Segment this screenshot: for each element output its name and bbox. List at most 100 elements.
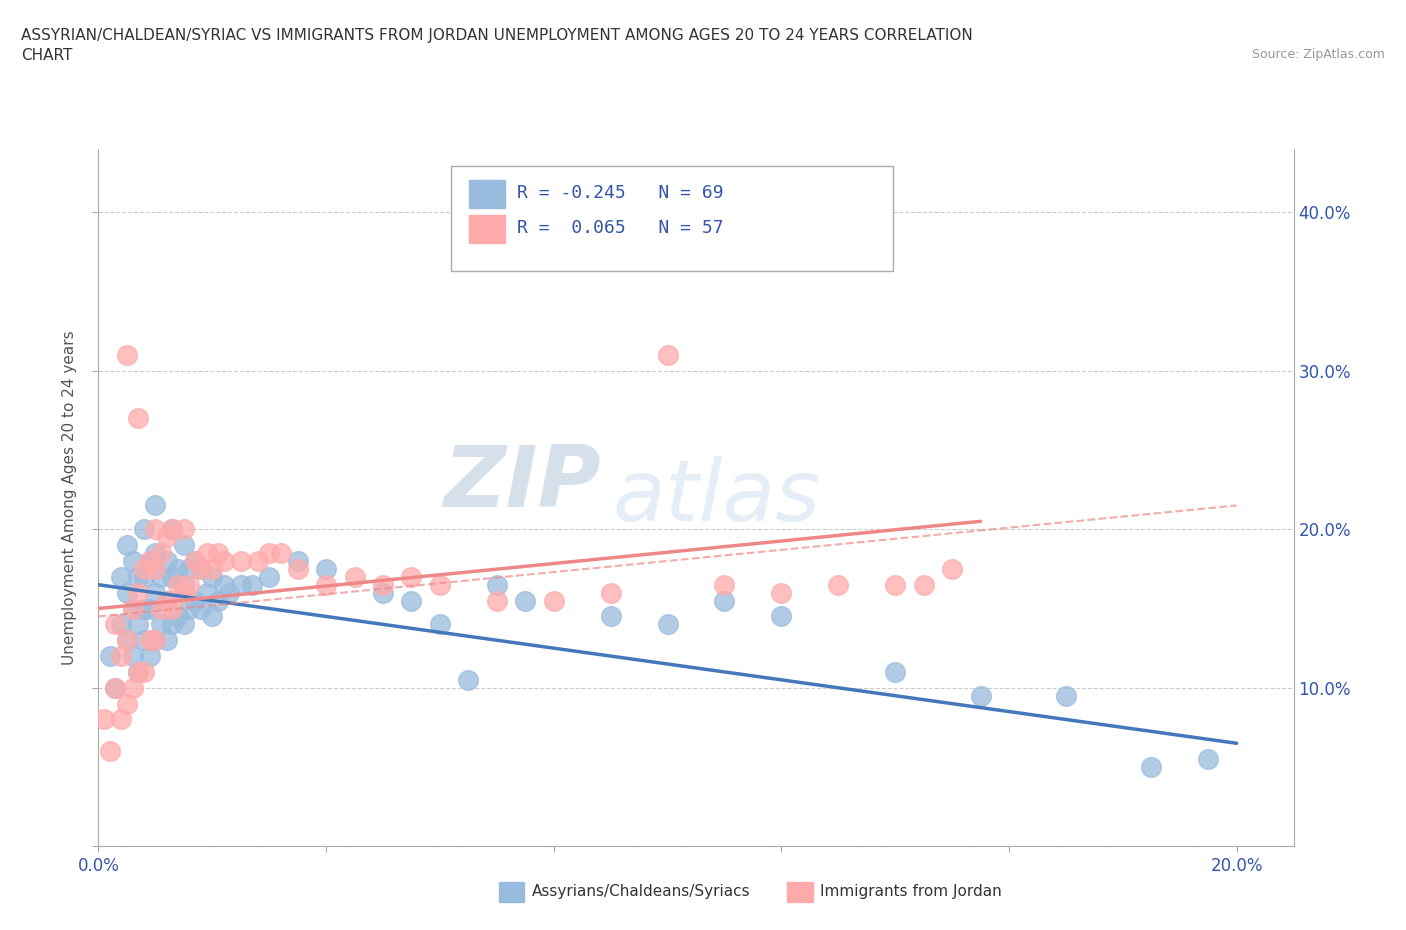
Point bbox=[827, 578, 849, 592]
Point bbox=[115, 348, 138, 363]
Point bbox=[246, 553, 269, 568]
Point bbox=[1140, 760, 1163, 775]
Text: ASSYRIAN/CHALDEAN/SYRIAC VS IMMIGRANTS FROM JORDAN UNEMPLOYMENT AMONG AGES 20 TO: ASSYRIAN/CHALDEAN/SYRIAC VS IMMIGRANTS F… bbox=[21, 28, 973, 43]
Point bbox=[143, 498, 166, 513]
Point bbox=[218, 585, 240, 600]
Y-axis label: Unemployment Among Ages 20 to 24 years: Unemployment Among Ages 20 to 24 years bbox=[62, 330, 77, 665]
Point bbox=[115, 538, 138, 552]
Point bbox=[599, 585, 621, 600]
Point bbox=[115, 632, 138, 647]
Point bbox=[156, 593, 179, 608]
Point bbox=[315, 562, 337, 577]
Point bbox=[110, 648, 132, 663]
Point bbox=[143, 585, 166, 600]
Text: CHART: CHART bbox=[21, 48, 73, 63]
Point bbox=[143, 632, 166, 647]
Point bbox=[485, 593, 508, 608]
Point bbox=[401, 593, 423, 608]
Point bbox=[132, 522, 155, 537]
Point bbox=[212, 578, 235, 592]
Bar bbox=[470, 180, 505, 208]
Point bbox=[190, 562, 212, 577]
Point bbox=[515, 593, 537, 608]
Point bbox=[162, 601, 184, 616]
Point bbox=[132, 569, 155, 584]
Point bbox=[162, 569, 184, 584]
Point bbox=[121, 601, 143, 616]
Point bbox=[229, 578, 252, 592]
Point bbox=[229, 553, 252, 568]
Text: atlas: atlas bbox=[613, 456, 820, 539]
Point bbox=[138, 648, 160, 663]
Point bbox=[138, 601, 160, 616]
Point bbox=[184, 593, 207, 608]
Point bbox=[150, 617, 173, 631]
Text: Source: ZipAtlas.com: Source: ZipAtlas.com bbox=[1251, 48, 1385, 61]
Point bbox=[179, 601, 201, 616]
Point bbox=[132, 601, 155, 616]
FancyBboxPatch shape bbox=[451, 166, 893, 271]
Point bbox=[212, 553, 235, 568]
Point bbox=[121, 648, 143, 663]
Point bbox=[127, 411, 149, 426]
Point bbox=[315, 578, 337, 592]
Point bbox=[179, 562, 201, 577]
Point bbox=[429, 617, 451, 631]
Point bbox=[173, 538, 195, 552]
Point bbox=[257, 569, 280, 584]
Point bbox=[98, 648, 121, 663]
Point bbox=[657, 617, 679, 631]
Point bbox=[770, 609, 793, 624]
Point bbox=[98, 744, 121, 759]
Text: ZIP: ZIP bbox=[443, 442, 600, 525]
Point bbox=[543, 593, 565, 608]
Point bbox=[173, 522, 195, 537]
Point bbox=[485, 578, 508, 592]
Point bbox=[257, 546, 280, 561]
Point bbox=[884, 664, 907, 679]
Point bbox=[884, 578, 907, 592]
Point bbox=[713, 593, 735, 608]
Point bbox=[162, 522, 184, 537]
Point bbox=[969, 688, 991, 703]
Point bbox=[912, 578, 935, 592]
Point bbox=[121, 601, 143, 616]
Point bbox=[104, 681, 127, 696]
Point bbox=[115, 632, 138, 647]
Point bbox=[150, 601, 173, 616]
Text: Immigrants from Jordan: Immigrants from Jordan bbox=[820, 884, 1001, 899]
Point bbox=[184, 553, 207, 568]
Point bbox=[127, 664, 149, 679]
Point bbox=[287, 553, 309, 568]
Point bbox=[132, 664, 155, 679]
Point bbox=[132, 562, 155, 577]
Point bbox=[143, 632, 166, 647]
Point bbox=[127, 569, 149, 584]
Point bbox=[201, 569, 224, 584]
Point bbox=[195, 546, 218, 561]
Bar bbox=[470, 215, 505, 243]
Point bbox=[162, 522, 184, 537]
Point bbox=[713, 578, 735, 592]
Point bbox=[143, 546, 166, 561]
Point bbox=[343, 569, 366, 584]
Point bbox=[941, 562, 963, 577]
Point bbox=[429, 578, 451, 592]
Point bbox=[121, 553, 143, 568]
Point bbox=[770, 585, 793, 600]
Point bbox=[127, 664, 149, 679]
Point bbox=[190, 601, 212, 616]
Point bbox=[104, 617, 127, 631]
Point bbox=[240, 578, 263, 592]
Point bbox=[657, 348, 679, 363]
Point bbox=[173, 617, 195, 631]
Point bbox=[115, 585, 138, 600]
Point bbox=[93, 712, 115, 727]
Point bbox=[156, 593, 179, 608]
Point bbox=[371, 585, 394, 600]
Point bbox=[143, 522, 166, 537]
Point bbox=[110, 617, 132, 631]
Point bbox=[110, 569, 132, 584]
Point bbox=[201, 609, 224, 624]
Point bbox=[132, 632, 155, 647]
